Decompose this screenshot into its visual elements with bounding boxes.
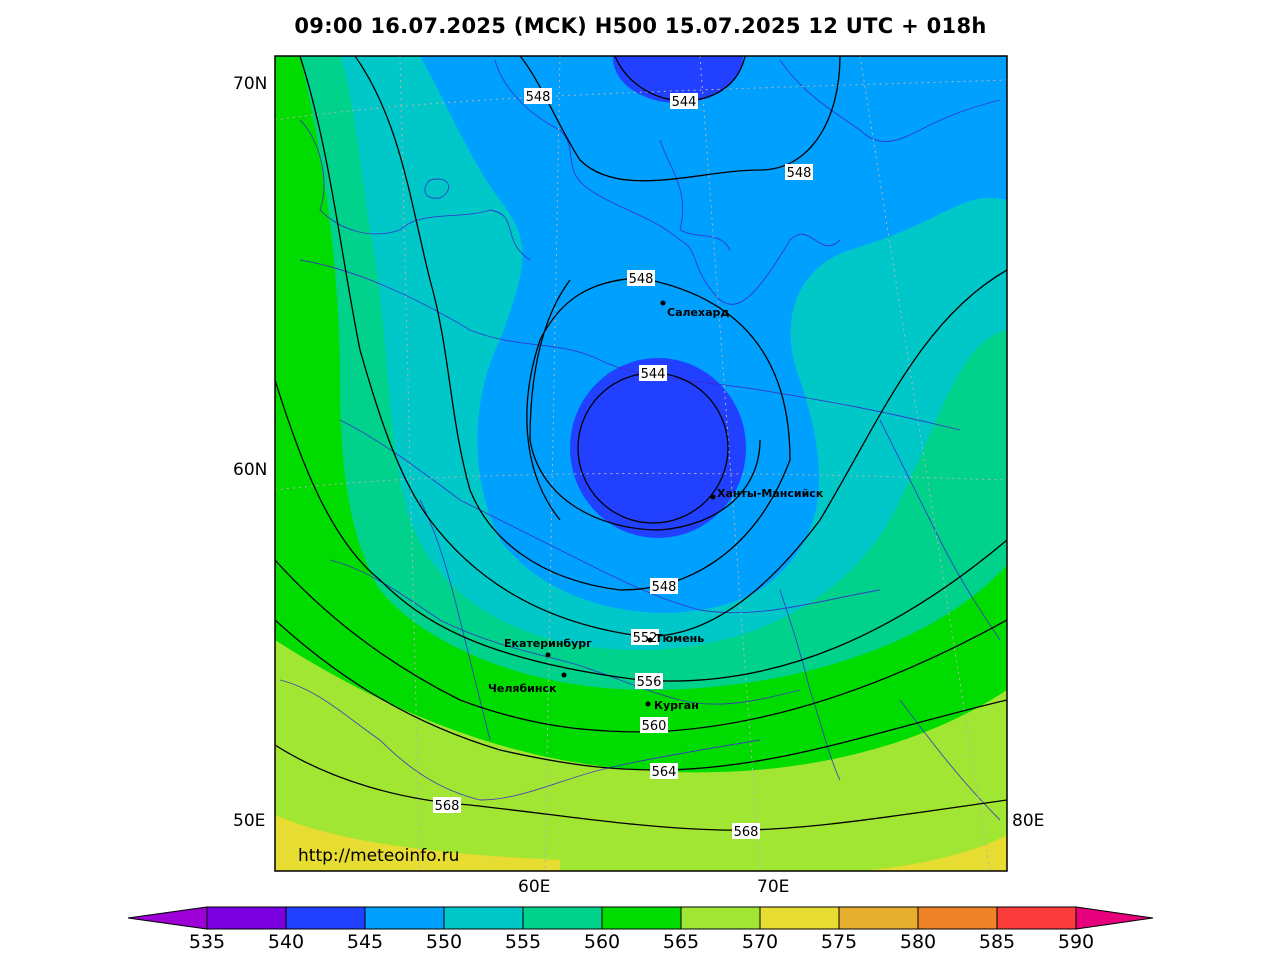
- colorbar-tick-label: 575: [820, 931, 858, 953]
- city-label: Ханты-Мансийск: [717, 487, 824, 500]
- colorbar-tick-label: 555: [504, 931, 542, 953]
- colorbar-segment: [443, 906, 524, 930]
- colorbar-tick-label: 580: [899, 931, 937, 953]
- city-label: Курган: [654, 699, 699, 712]
- contour-label: 548: [629, 272, 654, 287]
- contour-label: 548: [526, 90, 551, 105]
- colorbar-tick-label: 585: [978, 931, 1016, 953]
- lat-label-70: 70N: [233, 74, 268, 94]
- map-title: 09:00 16.07.2025 (MCK) H500 15.07.2025 1…: [294, 14, 987, 38]
- colorbar-tick-label: 545: [346, 931, 384, 953]
- lon-label-70: 70E: [757, 877, 790, 897]
- colorbar-segment: [364, 906, 445, 930]
- contour-label: 548: [787, 166, 812, 181]
- watermark: http://meteoinfo.ru: [298, 846, 459, 866]
- contour-label: 556: [637, 675, 662, 690]
- band-575-580-right: [850, 835, 1007, 871]
- colorbar-tick-label: 560: [583, 931, 621, 953]
- colorbar-segment: [601, 906, 682, 930]
- colorbar-tick-label: 565: [662, 931, 700, 953]
- contour-label: 548: [652, 580, 677, 595]
- low-north-545: [613, 56, 743, 103]
- low-center-545: [570, 358, 746, 538]
- colorbar-segment: [917, 906, 998, 930]
- lon-label-80: 80E: [1012, 811, 1045, 831]
- city-label: Салехард: [667, 306, 729, 319]
- colorbar-segment: [285, 906, 366, 930]
- colorbar-segment: [206, 906, 287, 930]
- contour-label: 544: [641, 367, 666, 382]
- city-label: Екатеринбург: [504, 637, 592, 650]
- band-545-550: [420, 56, 1007, 613]
- lon-label-50: 50E: [233, 811, 266, 831]
- colorbar-tick-label: 535: [188, 931, 226, 953]
- colorbar-tick-label: 540: [267, 931, 305, 953]
- colorbar-segment: [838, 906, 919, 930]
- colorbar-segment: [759, 906, 840, 930]
- city-label: Челябинск: [488, 682, 557, 695]
- colorbar-tick-label: 550: [425, 931, 463, 953]
- colorbar-arrow-right: [1075, 906, 1154, 930]
- colorbar-tick-label: 590: [1057, 931, 1095, 953]
- colorbar-tick-label: 570: [741, 931, 779, 953]
- map-frame: [274, 55, 1008, 872]
- contour-label: 560: [642, 719, 667, 734]
- contour-label: 568: [435, 799, 460, 814]
- city-label: Тюмень: [655, 632, 704, 645]
- lat-label-60: 60N: [233, 460, 268, 480]
- contour-label: 544: [672, 95, 697, 110]
- colorbar-segment: [680, 906, 761, 930]
- band-575-580: [275, 815, 560, 871]
- colorbar-arrow-left: [127, 906, 208, 930]
- colorbar-segment: [996, 906, 1077, 930]
- contour-label: 552: [633, 631, 658, 646]
- contour-label: 564: [652, 765, 677, 780]
- contour-label: 568: [734, 825, 759, 840]
- lon-label-60: 60E: [518, 877, 551, 897]
- colorbar-segment: [522, 906, 603, 930]
